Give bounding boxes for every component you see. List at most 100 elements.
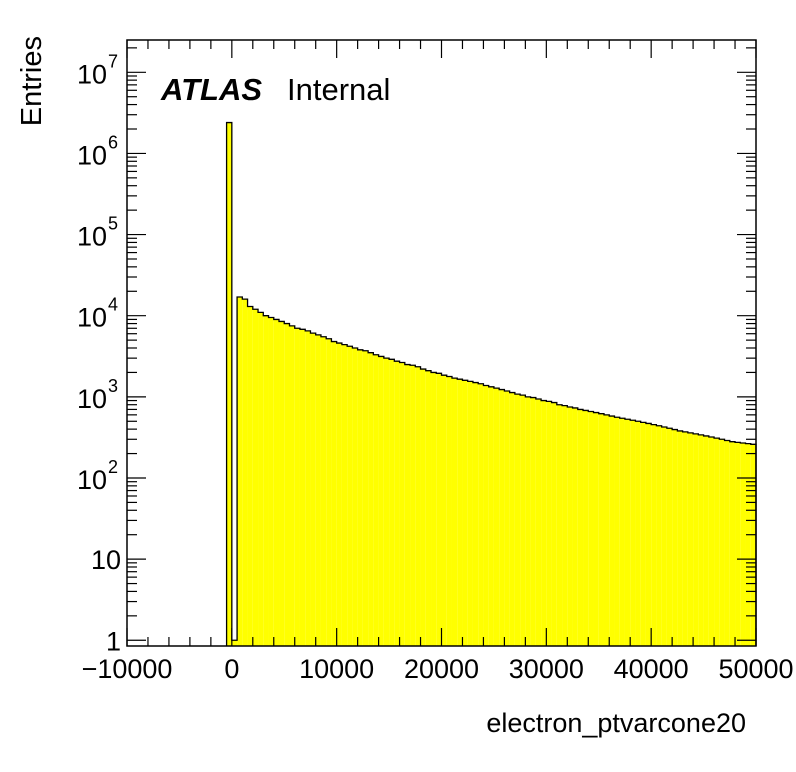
- y-tick-exponent: 6: [108, 132, 118, 152]
- histogram-bar: [714, 438, 720, 646]
- histogram-bar: [389, 359, 395, 646]
- x-tick-label: 10000: [299, 654, 374, 684]
- histogram-bar: [656, 425, 662, 646]
- histogram-bar: [745, 443, 751, 646]
- histogram-bar: [451, 378, 458, 646]
- histogram-bar: [567, 406, 573, 646]
- histogram-bar: [336, 343, 342, 646]
- histogram-bar: [593, 412, 599, 646]
- histogram-bar: [399, 362, 405, 646]
- histogram-bar: [661, 427, 667, 646]
- histogram-bar: [619, 418, 625, 646]
- histogram-bar: [724, 440, 730, 646]
- histogram-bar: [651, 424, 657, 646]
- histogram-bar: [299, 329, 306, 646]
- histogram-bar: [231, 640, 238, 646]
- histogram-bar: [488, 386, 494, 646]
- histogram-bar: [719, 439, 725, 646]
- histogram-bar: [237, 297, 243, 646]
- histogram-bar: [483, 385, 489, 646]
- histogram-bar: [310, 333, 316, 646]
- histogram-bar: [441, 375, 447, 646]
- axis-ticks: [126, 40, 757, 646]
- histogram-bar: [378, 356, 384, 646]
- histogram-bar: [735, 442, 741, 646]
- histogram-bar: [541, 400, 547, 646]
- y-tick-label: 10: [77, 140, 107, 170]
- histogram-bar: [462, 380, 468, 646]
- histogram-bar: [499, 389, 505, 646]
- histogram-bar: [467, 381, 473, 646]
- x-axis-label: electron_ptvarcone20: [486, 708, 746, 738]
- histogram-bar: [687, 432, 694, 646]
- histogram-bar: [535, 399, 542, 646]
- histogram-bar: [514, 394, 521, 646]
- histogram-bar: [431, 372, 437, 646]
- histogram-bar: [362, 350, 369, 646]
- histogram-outline: [225, 121, 757, 646]
- x-tick-labels: −10000 0 10000 20000 30000 40000 50000: [82, 654, 794, 684]
- y-tick-label: 10: [77, 384, 107, 414]
- histogram-bar: [682, 431, 688, 646]
- histogram-bar: [504, 391, 510, 646]
- histogram-bar: [425, 370, 432, 646]
- histogram-bar: [666, 428, 673, 646]
- histogram-bar: [672, 429, 678, 646]
- histogram-bar: [326, 338, 332, 646]
- histogram-bar: [415, 366, 421, 646]
- histogram-bar: [242, 299, 248, 646]
- y-tick-label: 10: [91, 545, 121, 575]
- histogram-bar: [420, 369, 426, 646]
- histogram-bar: [258, 312, 264, 646]
- histogram-bar: [446, 376, 452, 646]
- y-tick-label: 10: [77, 222, 107, 252]
- histogram-bar: [624, 419, 631, 646]
- histogram-bar: [640, 422, 646, 646]
- histogram-bar: [750, 444, 756, 646]
- histogram-bar: [551, 402, 557, 646]
- x-tick-label: 30000: [509, 654, 584, 684]
- histogram-bar: [226, 122, 232, 646]
- histogram-bar: [436, 373, 442, 646]
- histogram-bar: [294, 328, 300, 646]
- y-tick-label: 10: [77, 465, 107, 495]
- histogram-bar: [546, 401, 552, 646]
- histogram-bar: [320, 336, 327, 646]
- histogram-bar: [315, 334, 321, 646]
- histogram-bar: [588, 411, 594, 646]
- x-tick-label: 40000: [614, 654, 689, 684]
- x-tick-label: −10000: [82, 654, 173, 684]
- histogram-bar: [509, 392, 515, 646]
- histogram-bar: [247, 306, 253, 646]
- histogram-bar: [572, 407, 578, 646]
- histogram-bar: [577, 409, 584, 646]
- histogram-bar: [598, 413, 604, 646]
- y-tick-exponent: 2: [108, 457, 118, 477]
- histogram-bar: [609, 416, 615, 646]
- histogram-bar: [740, 442, 746, 646]
- histogram-bar: [410, 365, 416, 646]
- histogram-bar: [472, 382, 479, 646]
- histogram-bar: [556, 404, 563, 646]
- histogram-bar: [603, 414, 610, 646]
- plot-frame: [126, 39, 757, 647]
- histogram-bar: [729, 441, 736, 646]
- histogram-bar: [394, 361, 400, 646]
- histogram-bar: [284, 323, 290, 646]
- x-tick-label: 0: [224, 654, 239, 684]
- histogram-bar: [645, 423, 652, 646]
- x-tick-label: 50000: [718, 654, 793, 684]
- internal-label: Internal: [287, 72, 390, 107]
- histogram-bar: [583, 410, 589, 646]
- histogram-bar: [383, 358, 390, 646]
- histogram-bar: [493, 388, 500, 646]
- histogram-bar: [268, 317, 274, 646]
- histogram-bar: [263, 315, 269, 646]
- histogram-bar: [273, 319, 280, 646]
- histogram-bar: [305, 330, 311, 646]
- y-tick-label: 10: [77, 303, 107, 333]
- y-axis-label: Entries: [16, 36, 48, 126]
- histogram-bar: [404, 364, 411, 646]
